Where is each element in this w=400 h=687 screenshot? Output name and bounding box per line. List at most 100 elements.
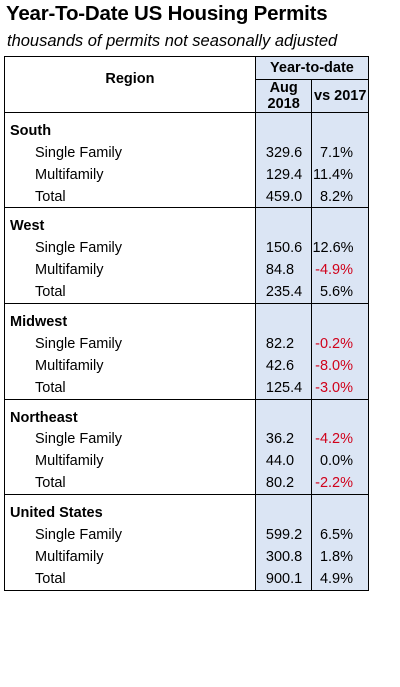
table-row: Single Family 150.6 12.6% (4, 237, 369, 260)
row-change: -4.2% (311, 428, 369, 451)
row-label: Total (4, 185, 256, 209)
section-row: West (4, 215, 369, 238)
header-row-group: Region Year-to-date (4, 56, 370, 87)
spacer-row (4, 399, 369, 407)
row-label: Single Family (4, 524, 256, 546)
section-empty-cell (311, 119, 369, 142)
spacer-cell (254, 303, 313, 312)
row-value: 235.4 (254, 281, 313, 305)
row-change: 6.5% (311, 524, 369, 546)
section-name: Northeast (4, 406, 256, 429)
row-value: 44.0 (254, 450, 313, 473)
spacer-cell (311, 207, 369, 216)
row-change: 1.8% (311, 545, 369, 568)
section-name: United States (4, 502, 256, 525)
section-empty-cell (311, 311, 369, 333)
section-empty-cell (254, 215, 313, 238)
spacer-cell (4, 399, 256, 407)
table-row: Total 125.4 -3.0% (4, 376, 369, 400)
spacer-cell (254, 112, 313, 120)
section-empty-cell (254, 311, 313, 333)
row-value: 36.2 (254, 428, 313, 451)
row-value: 150.6 (254, 237, 313, 260)
row-label: Total (4, 281, 256, 305)
spacer-row (4, 207, 369, 216)
row-label: Multifamily (4, 545, 256, 568)
table-title: Year-To-Date US Housing Permits (6, 2, 328, 25)
spacer-cell (4, 112, 256, 120)
row-value: 125.4 (254, 376, 313, 400)
region-header: Region (105, 71, 155, 88)
spacer-cell (311, 494, 369, 503)
spacer-cell (311, 112, 369, 120)
spacer-cell (4, 303, 256, 312)
row-value: 129.4 (254, 163, 313, 186)
spacer-cell (254, 207, 313, 216)
section-name: West (4, 215, 256, 238)
row-change: 0.0% (311, 450, 369, 473)
row-value: 459.0 (254, 185, 313, 209)
row-change: 11.4% (311, 163, 369, 186)
table-row: Total 235.4 5.6% (4, 281, 369, 305)
spacer-cell (254, 494, 313, 503)
row-change: 5.6% (311, 281, 369, 305)
section-empty-cell (311, 502, 369, 525)
row-change: 4.9% (311, 567, 369, 591)
row-label: Multifamily (4, 450, 256, 473)
row-value: 900.1 (254, 567, 313, 591)
table-row: Multifamily 44.0 0.0% (4, 450, 369, 473)
section-name: Midwest (4, 311, 256, 333)
col-aug-2018-header: Aug 2018 (254, 79, 313, 113)
row-change: -4.9% (311, 259, 369, 282)
row-value: 82.2 (254, 332, 313, 355)
row-change: 12.6% (311, 237, 369, 260)
row-value: 599.2 (254, 524, 313, 546)
row-change: 7.1% (311, 141, 369, 164)
group-header: Year-to-date (254, 56, 370, 80)
row-change: 8.2% (311, 185, 369, 209)
section-empty-cell (254, 406, 313, 429)
table-row: Multifamily 300.8 1.8% (4, 545, 369, 568)
row-label: Single Family (4, 428, 256, 451)
row-value: 80.2 (254, 472, 313, 496)
row-label: Total (4, 376, 256, 400)
row-label: Multifamily (4, 259, 256, 282)
table-row: Multifamily 42.6 -8.0% (4, 354, 369, 377)
section-empty-cell (311, 406, 369, 429)
row-label: Single Family (4, 237, 256, 260)
row-change: -3.0% (311, 376, 369, 400)
section-row: South (4, 119, 369, 142)
section-row: Northeast (4, 406, 369, 429)
col-vs-2017-header: vs 2017 (311, 79, 369, 113)
row-label: Multifamily (4, 163, 256, 186)
spacer-cell (311, 399, 369, 407)
row-value: 300.8 (254, 545, 313, 568)
table-row: Total 459.0 8.2% (4, 185, 369, 209)
spacer-cell (254, 399, 313, 407)
row-value: 84.8 (254, 259, 313, 282)
table-row: Total 80.2 -2.2% (4, 472, 369, 496)
row-change: -0.2% (311, 332, 369, 355)
section-row: Midwest (4, 311, 369, 333)
region-header-cell: Region (4, 56, 256, 87)
row-value: 42.6 (254, 354, 313, 377)
row-value: 329.6 (254, 141, 313, 164)
table-row: Total 900.1 4.9% (4, 567, 369, 591)
row-change: -8.0% (311, 354, 369, 377)
header-row-columns: Aug 2018 vs 2017 (4, 79, 369, 113)
table-row: Single Family 36.2 -4.2% (4, 428, 369, 451)
row-label: Single Family (4, 332, 256, 355)
section-row: United States (4, 502, 369, 525)
table-row: Multifamily 129.4 11.4% (4, 163, 369, 186)
row-label: Total (4, 567, 256, 591)
section-empty-cell (254, 502, 313, 525)
region-header-spacer (4, 79, 256, 113)
spacer-cell (4, 494, 256, 503)
spacer-row (4, 303, 369, 312)
row-change: -2.2% (311, 472, 369, 496)
table-row: Single Family 82.2 -0.2% (4, 332, 369, 355)
spacer-row (4, 112, 369, 120)
row-label: Total (4, 472, 256, 496)
spacer-cell (311, 303, 369, 312)
spacer-cell (4, 207, 256, 216)
